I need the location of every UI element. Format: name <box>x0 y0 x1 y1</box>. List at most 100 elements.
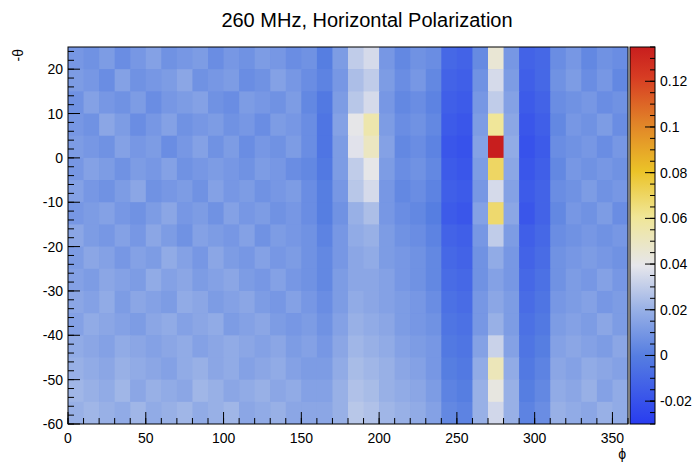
heat-cell <box>239 335 255 358</box>
heat-cell <box>566 380 582 403</box>
heat-cell <box>177 91 193 114</box>
heat-cell <box>332 202 348 225</box>
heat-cell <box>504 313 520 336</box>
heat-cell <box>301 269 317 292</box>
heat-cell <box>115 313 131 336</box>
heat-cell <box>488 114 504 137</box>
heat-cell <box>146 180 162 203</box>
y-minor-tick <box>68 149 74 150</box>
heat-cell <box>115 291 131 314</box>
heat-cell <box>504 114 520 137</box>
heat-cell <box>441 335 457 358</box>
heat-cell <box>379 114 395 137</box>
heat-cell <box>99 136 115 159</box>
heat-cell <box>457 202 473 225</box>
z-minor-tick <box>650 47 655 48</box>
heat-cell <box>332 335 348 358</box>
heat-cell <box>612 247 628 270</box>
heat-cell <box>130 335 146 358</box>
y-minor-tick <box>68 104 74 105</box>
heat-cell <box>597 91 613 114</box>
x-minor-tick <box>488 418 489 424</box>
heat-cell <box>146 47 162 70</box>
heat-cell <box>286 114 302 137</box>
heat-cell <box>535 136 551 159</box>
heat-cell <box>410 247 426 270</box>
heat-cell <box>255 357 271 380</box>
y-minor-tick <box>68 237 74 238</box>
heat-cell <box>301 224 317 247</box>
heat-cell <box>426 114 442 137</box>
heat-cell <box>255 269 271 292</box>
y-minor-tick <box>68 317 74 318</box>
heat-cell <box>441 269 457 292</box>
heat-cell <box>472 247 488 270</box>
heat-cell <box>270 402 286 424</box>
heat-cell <box>410 158 426 181</box>
heat-cell <box>130 269 146 292</box>
heat-cell <box>472 114 488 137</box>
y-tick <box>68 157 80 158</box>
heat-cell <box>472 357 488 380</box>
y-tick-label: 10 <box>47 106 63 122</box>
title: 260 MHz, Horizontal Polarization <box>221 9 512 31</box>
heat-cell <box>566 269 582 292</box>
x-axis-label: ϕ <box>618 446 626 462</box>
heat-cell <box>239 224 255 247</box>
heat-cell <box>488 247 504 270</box>
heat-cell <box>301 180 317 203</box>
z-tick <box>645 401 655 402</box>
heat-cell <box>410 380 426 403</box>
heat-cell <box>457 136 473 159</box>
heat-cell <box>161 247 177 270</box>
heat-cell <box>224 335 240 358</box>
z-minor-tick <box>650 366 655 367</box>
heat-cell <box>519 202 535 225</box>
heat-cell <box>146 224 162 247</box>
heat-cell <box>550 313 566 336</box>
heat-cell <box>441 47 457 70</box>
heat-cell <box>270 269 286 292</box>
z-tick <box>645 264 655 265</box>
heat-cell <box>270 69 286 92</box>
heat-cell <box>504 202 520 225</box>
heat-cell <box>68 402 84 424</box>
heat-cell <box>504 47 520 70</box>
heat-cell <box>239 357 255 380</box>
y-minor-tick <box>68 353 74 354</box>
z-tick <box>645 172 655 173</box>
x-tick-label: 250 <box>445 430 469 446</box>
heat-cell <box>115 91 131 114</box>
z-minor-tick <box>650 58 655 59</box>
heat-cell <box>208 114 224 137</box>
x-minor-tick <box>114 418 115 424</box>
heat-cell <box>68 202 84 225</box>
heat-cell <box>457 158 473 181</box>
heat-cell <box>612 47 628 70</box>
heat-cell <box>379 335 395 358</box>
heat-cell <box>224 47 240 70</box>
heat-cell <box>84 69 100 92</box>
heat-cell <box>379 47 395 70</box>
heat-cell <box>192 114 208 137</box>
heat-cell <box>550 247 566 270</box>
y-tick-label: 20 <box>47 61 63 77</box>
z-tick-label: 0.04 <box>660 256 687 272</box>
heat-cell <box>441 313 457 336</box>
heat-cell <box>457 402 473 424</box>
heat-cell <box>348 114 364 137</box>
z-tick-label: -0.02 <box>660 393 692 409</box>
heat-cell <box>161 91 177 114</box>
x-minor-tick <box>363 418 364 424</box>
heat-cell <box>597 357 613 380</box>
plot-background <box>68 47 628 424</box>
y-tick <box>68 69 80 70</box>
z-minor-tick <box>650 92 655 93</box>
heat-cell <box>84 357 100 380</box>
heat-cell <box>130 224 146 247</box>
heat-cell <box>192 224 208 247</box>
heat-cell <box>550 158 566 181</box>
heat-cell <box>535 335 551 358</box>
x-minor-tick <box>581 418 582 424</box>
y-minor-tick <box>68 175 74 176</box>
